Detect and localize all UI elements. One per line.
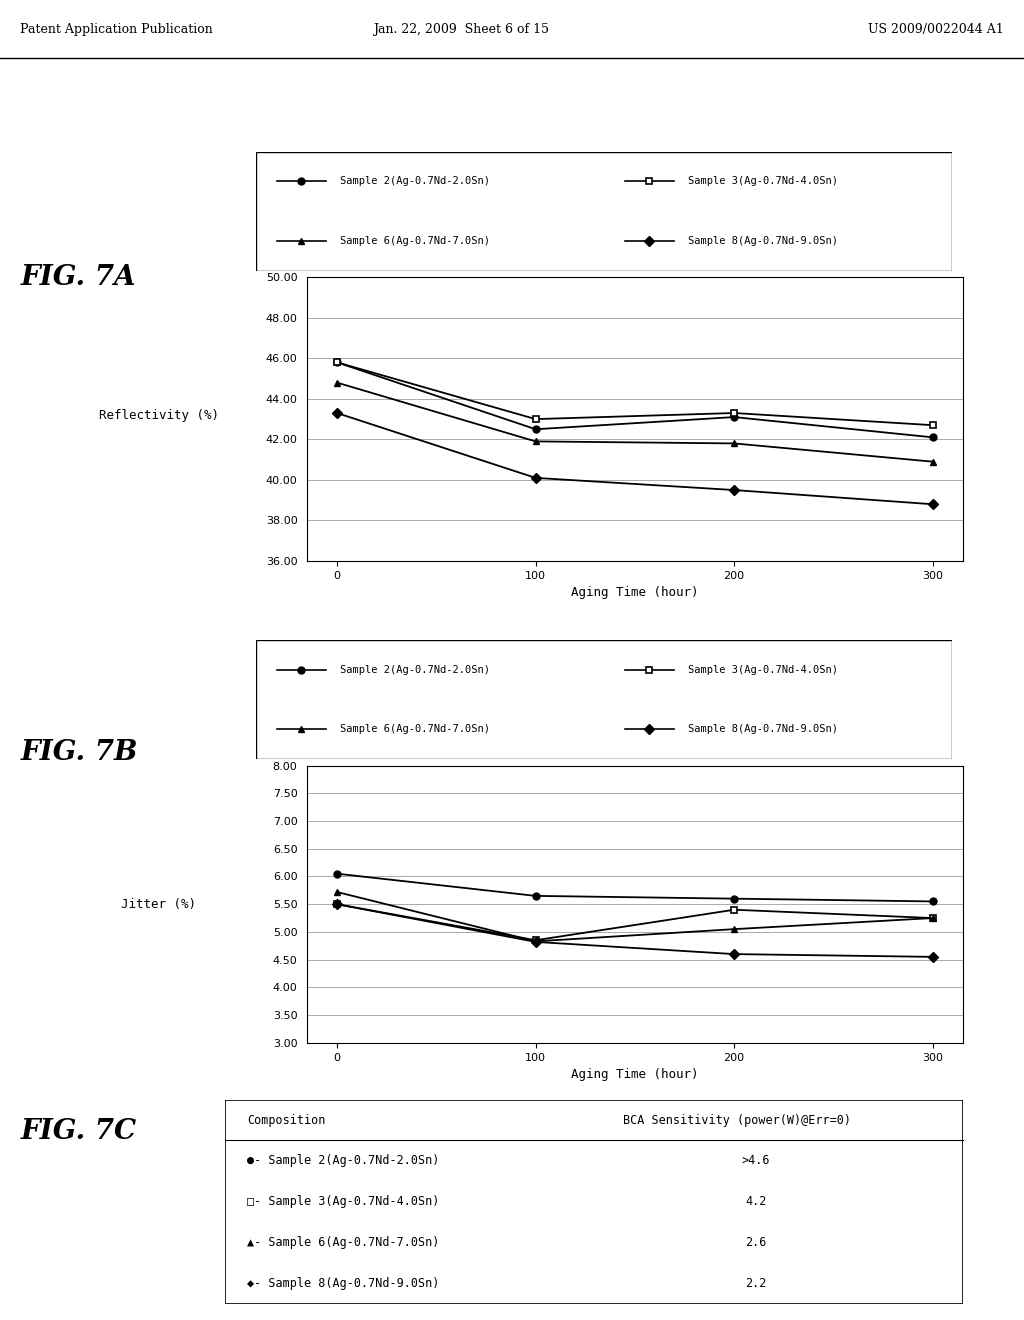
- Text: Sample 2(Ag-0.7Nd-2.0Sn): Sample 2(Ag-0.7Nd-2.0Sn): [340, 177, 489, 186]
- Text: ●- Sample 2(Ag-0.7Nd-2.0Sn): ●- Sample 2(Ag-0.7Nd-2.0Sn): [248, 1155, 439, 1167]
- Text: Sample 2(Ag-0.7Nd-2.0Sn): Sample 2(Ag-0.7Nd-2.0Sn): [340, 665, 489, 675]
- Text: Composition: Composition: [248, 1114, 326, 1126]
- Text: ◆- Sample 8(Ag-0.7Nd-9.0Sn): ◆- Sample 8(Ag-0.7Nd-9.0Sn): [248, 1278, 439, 1290]
- Text: Patent Application Publication: Patent Application Publication: [20, 24, 213, 36]
- X-axis label: Aging Time (hour): Aging Time (hour): [571, 586, 698, 599]
- Text: >4.6: >4.6: [741, 1155, 770, 1167]
- Text: ▲- Sample 6(Ag-0.7Nd-7.0Sn): ▲- Sample 6(Ag-0.7Nd-7.0Sn): [248, 1237, 439, 1249]
- Text: Reflectivity (%): Reflectivity (%): [98, 409, 219, 422]
- Text: Jitter (%): Jitter (%): [121, 898, 197, 911]
- Text: BCA Sensitivity (power(W)@Err=0): BCA Sensitivity (power(W)@Err=0): [624, 1114, 851, 1126]
- Text: Sample 8(Ag-0.7Nd-9.0Sn): Sample 8(Ag-0.7Nd-9.0Sn): [688, 236, 838, 246]
- Text: 2.2: 2.2: [745, 1278, 767, 1290]
- Text: Sample 8(Ag-0.7Nd-9.0Sn): Sample 8(Ag-0.7Nd-9.0Sn): [688, 725, 838, 734]
- Text: Sample 3(Ag-0.7Nd-4.0Sn): Sample 3(Ag-0.7Nd-4.0Sn): [688, 665, 838, 675]
- Text: □- Sample 3(Ag-0.7Nd-4.0Sn): □- Sample 3(Ag-0.7Nd-4.0Sn): [248, 1196, 439, 1208]
- Text: FIG. 7C: FIG. 7C: [20, 1118, 136, 1146]
- Text: Sample 6(Ag-0.7Nd-7.0Sn): Sample 6(Ag-0.7Nd-7.0Sn): [340, 236, 489, 246]
- Text: FIG. 7A: FIG. 7A: [20, 264, 136, 290]
- Text: FIG. 7B: FIG. 7B: [20, 739, 138, 766]
- Text: US 2009/0022044 A1: US 2009/0022044 A1: [867, 24, 1004, 36]
- Text: Jan. 22, 2009  Sheet 6 of 15: Jan. 22, 2009 Sheet 6 of 15: [373, 24, 549, 36]
- Text: Sample 3(Ag-0.7Nd-4.0Sn): Sample 3(Ag-0.7Nd-4.0Sn): [688, 177, 838, 186]
- Text: Sample 6(Ag-0.7Nd-7.0Sn): Sample 6(Ag-0.7Nd-7.0Sn): [340, 725, 489, 734]
- X-axis label: Aging Time (hour): Aging Time (hour): [571, 1068, 698, 1081]
- Text: 2.6: 2.6: [745, 1237, 767, 1249]
- Text: 4.2: 4.2: [745, 1196, 767, 1208]
